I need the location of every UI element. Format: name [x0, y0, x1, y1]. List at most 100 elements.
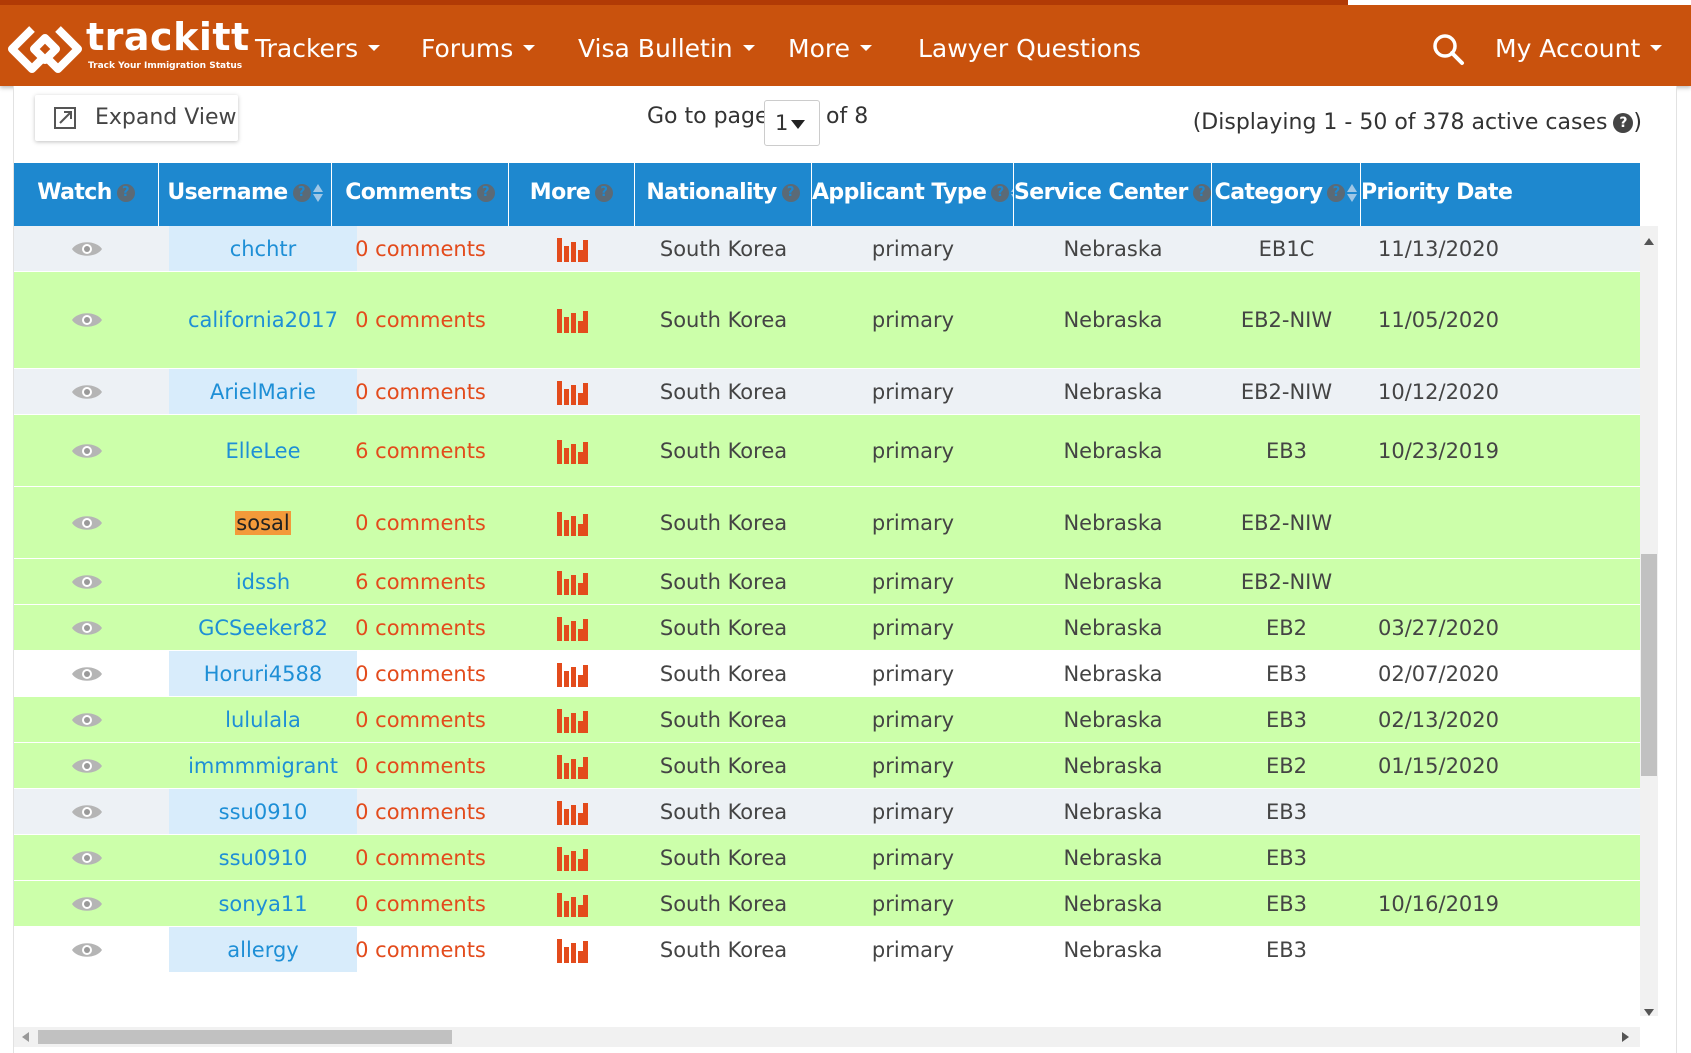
header-username[interactable]: Username? — [159, 163, 332, 226]
question-circle-icon[interactable]: ? — [781, 184, 800, 202]
bar-chart-icon[interactable] — [556, 661, 588, 687]
sort-icon[interactable] — [1347, 182, 1358, 204]
nav-my-account[interactable]: My Account — [1495, 29, 1663, 69]
bar-chart-icon[interactable] — [556, 707, 588, 733]
eye-icon[interactable] — [71, 441, 103, 461]
bar-chart-icon[interactable] — [556, 379, 588, 405]
username-text[interactable]: idssh — [235, 569, 291, 594]
nav-forums[interactable]: Forums — [421, 29, 536, 69]
header-category[interactable]: Category? — [1212, 163, 1361, 226]
question-circle-icon[interactable]: ? — [595, 184, 614, 202]
question-circle-icon[interactable]: ? — [1613, 113, 1634, 133]
username-text[interactable]: ArielMarie — [210, 379, 316, 404]
nav-more[interactable]: More — [788, 29, 872, 69]
comments-text[interactable]: 0 comments — [355, 236, 486, 261]
eye-icon[interactable] — [71, 848, 103, 868]
comments-text[interactable]: 6 comments — [355, 569, 486, 594]
comments-text[interactable]: 0 comments — [355, 799, 486, 824]
comments-text[interactable]: 0 comments — [355, 937, 486, 962]
cell-priority-date: 03/27/2020 — [1361, 605, 1516, 650]
trackitt-logo[interactable]: trackitt Track Your Immigration Status — [6, 15, 249, 77]
username-text[interactable]: immmmigrant — [188, 753, 338, 778]
eye-icon[interactable] — [71, 710, 103, 730]
bar-chart-icon[interactable] — [556, 891, 588, 917]
page-select[interactable]: 1 — [764, 100, 820, 146]
service-center-text: Nebraska — [1063, 891, 1163, 916]
nav-trackers[interactable]: Trackers — [255, 29, 381, 69]
cell-nationality: South Korea — [635, 789, 812, 834]
eye-icon[interactable] — [71, 940, 103, 960]
question-circle-icon[interactable]: ? — [1192, 184, 1211, 202]
search-icon[interactable] — [1430, 31, 1466, 67]
category-text: EB3 — [1265, 937, 1308, 962]
question-circle-icon[interactable]: ? — [292, 184, 311, 202]
username-text[interactable]: ssu0910 — [218, 845, 308, 870]
username-text[interactable]: sonya11 — [218, 891, 308, 916]
question-circle-icon[interactable]: ? — [991, 184, 1010, 202]
scroll-right-icon[interactable] — [1622, 1032, 1629, 1042]
bar-chart-icon[interactable] — [556, 845, 588, 871]
username-text[interactable]: GCSeeker82 — [198, 615, 328, 640]
comments-text[interactable]: 0 comments — [355, 379, 486, 404]
username-text[interactable]: lululala — [225, 707, 301, 732]
username-text[interactable]: ssu0910 — [218, 799, 308, 824]
cell-service-center: Nebraska — [1014, 487, 1212, 558]
vertical-scroll-thumb[interactable] — [1641, 554, 1657, 776]
username-text[interactable]: california2017 — [187, 308, 339, 332]
bar-chart-icon[interactable] — [556, 753, 588, 779]
scroll-up-icon[interactable] — [1644, 238, 1654, 245]
header-service-center[interactable]: Service Center? — [1014, 163, 1212, 226]
category-text: EB3 — [1265, 661, 1308, 686]
bar-chart-icon[interactable] — [556, 510, 588, 536]
header-priority-date[interactable]: Priority Date? — [1361, 163, 1516, 226]
bar-chart-icon[interactable] — [556, 937, 588, 963]
eye-icon[interactable] — [71, 618, 103, 638]
comments-text[interactable]: 0 comments — [355, 753, 486, 778]
username-text[interactable]: chchtr — [229, 236, 297, 261]
scroll-down-icon[interactable] — [1644, 1009, 1654, 1016]
eye-icon[interactable] — [71, 756, 103, 776]
question-circle-icon[interactable]: ? — [476, 184, 495, 202]
eye-icon[interactable] — [71, 239, 103, 259]
applicant-type-text: primary — [871, 661, 955, 686]
horizontal-scroll-thumb[interactable] — [38, 1030, 452, 1044]
eye-icon[interactable] — [71, 664, 103, 684]
username-text[interactable]: ElleLee — [225, 438, 301, 463]
username-text[interactable]: allergy — [227, 937, 299, 962]
sort-icon[interactable] — [312, 182, 323, 204]
bar-chart-icon[interactable] — [556, 615, 588, 641]
category-text: EB3 — [1265, 799, 1308, 824]
comments-text[interactable]: 0 comments — [355, 308, 486, 332]
comments-text[interactable]: 0 comments — [355, 661, 486, 686]
eye-icon[interactable] — [71, 310, 103, 330]
bar-chart-icon[interactable] — [556, 569, 588, 595]
comments-text[interactable]: 6 comments — [355, 438, 486, 463]
bar-chart-icon[interactable] — [556, 307, 588, 333]
question-circle-icon[interactable]: ? — [1327, 184, 1346, 202]
eye-icon[interactable] — [71, 513, 103, 533]
comments-text[interactable]: 0 comments — [355, 891, 486, 916]
username-text[interactable]: Horuri4588 — [203, 661, 323, 686]
username-text[interactable]: sosal — [235, 510, 291, 535]
bar-chart-icon[interactable] — [556, 236, 588, 262]
comments-text[interactable]: 0 comments — [355, 615, 486, 640]
vertical-scrollbar[interactable] — [1640, 226, 1658, 1016]
header-applicant-type[interactable]: Applicant Type? — [812, 163, 1014, 226]
question-circle-icon[interactable]: ? — [116, 184, 135, 202]
bar-chart-icon[interactable] — [556, 799, 588, 825]
sort-icon[interactable] — [1011, 182, 1013, 204]
comments-text[interactable]: 0 comments — [355, 707, 486, 732]
nav-lawyer-questions[interactable]: Lawyer Questions — [918, 29, 1141, 69]
horizontal-scrollbar[interactable] — [14, 1027, 1640, 1047]
eye-icon[interactable] — [71, 894, 103, 914]
expand-view-label: Expand View — [95, 105, 237, 130]
nav-visa-bulletin[interactable]: Visa Bulletin — [578, 29, 755, 69]
comments-text[interactable]: 0 comments — [355, 510, 486, 535]
eye-icon[interactable] — [71, 382, 103, 402]
scroll-left-icon[interactable] — [22, 1032, 29, 1042]
expand-view-button[interactable]: Expand View — [35, 95, 238, 141]
comments-text[interactable]: 0 comments — [355, 845, 486, 870]
bar-chart-icon[interactable] — [556, 438, 588, 464]
eye-icon[interactable] — [71, 572, 103, 592]
eye-icon[interactable] — [71, 802, 103, 822]
